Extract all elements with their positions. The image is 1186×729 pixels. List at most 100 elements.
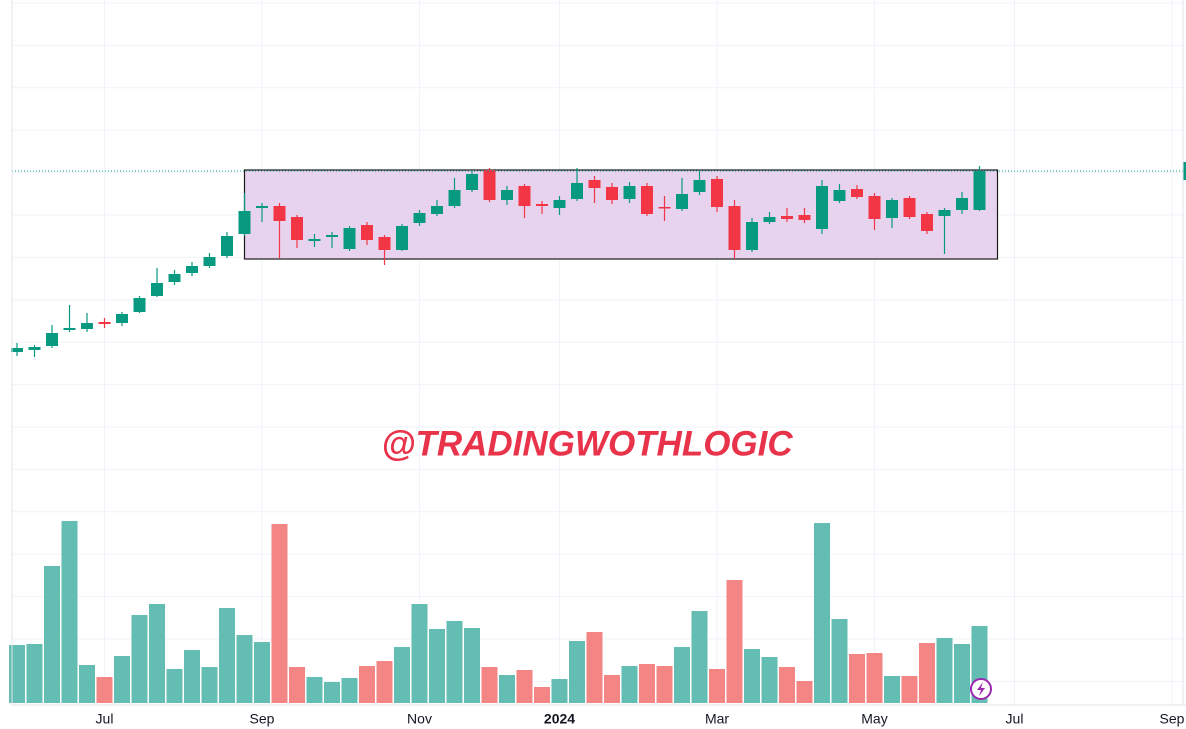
volume-bar [166,669,183,703]
x-tick-label: Jul [1006,711,1024,727]
volume-bar [621,666,638,703]
candle-body [238,211,251,234]
candle-body [361,225,373,240]
volume-bar [79,665,95,703]
range-box-layer [243,169,999,260]
volume-bar [691,611,708,703]
grid [12,0,1183,705]
volume-bar [184,650,200,703]
volume-bar [61,521,78,703]
volume-bar [884,676,900,703]
volume-bar [849,654,865,703]
candle-body [938,210,951,216]
volume-bar [114,656,130,703]
candle-body [291,217,303,240]
candle-body [413,213,426,223]
candle-body [571,183,583,199]
volume-bar [236,635,253,703]
candle-body [518,186,531,206]
candle-body [186,266,198,273]
candle-body [483,170,496,200]
volume-bar [219,608,235,703]
candle-body [81,323,93,329]
volume-bar [796,681,813,703]
volume-bar [586,632,603,703]
candle-body [466,174,478,190]
volume-bar [814,523,830,703]
volume-bar [779,667,795,703]
candle-body [676,194,688,209]
candle-body [746,222,758,250]
volume-bar [726,580,743,703]
candle-body [798,215,811,220]
volume-bar [744,649,760,703]
candle-body [711,179,723,207]
candle-body [781,216,793,219]
candle-body [63,328,76,330]
volume-layer [9,521,988,703]
watermark: @TRADINGWOTHLOGIC [381,424,793,463]
volume-bar [271,524,288,703]
volume-bar [359,666,375,703]
volume-bar [499,675,515,703]
candle-body [46,333,58,346]
candle-body [956,198,968,210]
candle-body [203,257,216,266]
candle-body [28,347,41,350]
candle-body [308,239,321,241]
volume-bar [656,666,673,703]
x-tick-label: 2024 [544,711,575,727]
x-tick-label: Nov [407,711,432,727]
volume-bar [481,667,498,703]
candle-body [151,283,163,296]
volume-bar [429,629,445,703]
x-tick-label: May [861,711,887,727]
volume-bar [866,653,883,703]
candle-body [448,190,461,206]
candle-body [728,206,741,250]
last-price-marker [1183,162,1186,180]
volume-bar [289,667,305,703]
candle-body [693,180,706,192]
candle-body [116,314,128,323]
candle-body [256,206,268,208]
volume-bar [901,676,918,703]
candle-body [133,298,146,312]
candle-body [816,186,828,229]
x-tick-label: Sep [250,711,275,727]
volume-bar [149,604,165,703]
candle-body [606,187,618,200]
candle-body [886,200,898,218]
volume-bar [551,679,568,703]
volume-bar [534,687,550,703]
volume-bar [446,621,463,703]
lightning-icon [970,678,992,700]
volume-bar [26,644,43,703]
volume-bar [131,615,148,703]
volume-bar [831,619,848,703]
volume-bar [516,670,533,703]
candle-body [903,198,916,217]
candle-body [221,236,233,256]
candle-body [168,274,181,282]
candle-body [501,190,513,200]
volume-bar [376,661,393,703]
candle-body [868,196,881,219]
candle-body [973,171,986,210]
volume-bar [324,682,340,703]
candle-body [396,226,408,250]
candle-body [431,206,443,214]
x-tick-label: Jul [96,711,114,727]
candle-body [833,190,846,201]
x-tick-label: Mar [705,711,729,727]
volume-bar [254,642,270,703]
candle-body [921,214,933,231]
volume-bar [604,675,620,703]
candle-body [326,235,338,237]
volume-bar [919,643,935,703]
candle-body [343,228,356,249]
candle-body [658,207,671,209]
candle-body [588,180,601,188]
